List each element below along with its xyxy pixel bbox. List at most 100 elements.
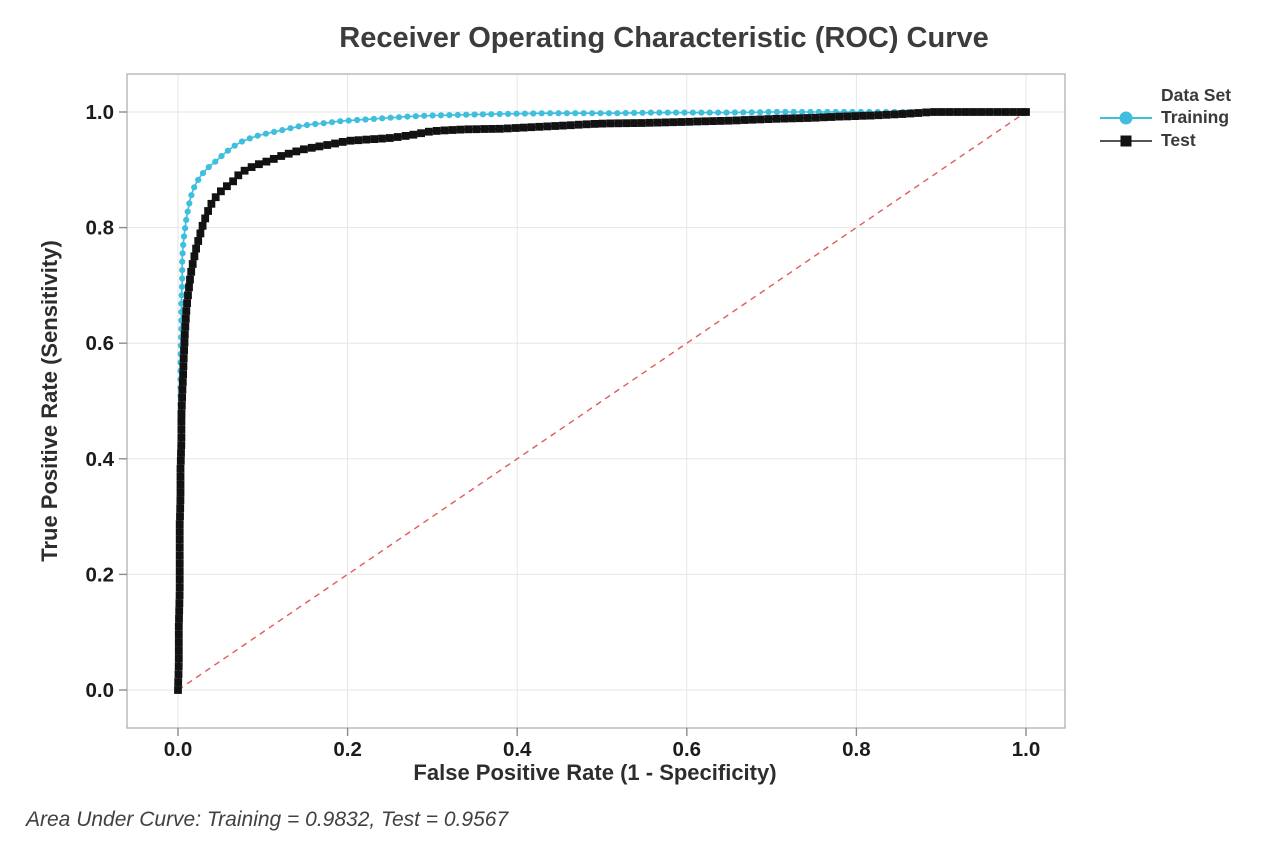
training-marker	[807, 108, 814, 116]
test-marker	[409, 130, 418, 139]
training-marker	[180, 241, 187, 248]
test-marker	[1017, 108, 1025, 116]
test-marker	[292, 147, 301, 156]
test-marker	[630, 119, 638, 127]
training-marker	[589, 110, 596, 117]
training-marker	[395, 114, 403, 121]
test-marker	[175, 551, 184, 560]
training-marker	[454, 111, 461, 118]
training-marker	[379, 115, 386, 122]
test-marker	[182, 307, 191, 315]
training-marker	[271, 128, 278, 135]
test-marker	[277, 152, 286, 160]
training-curve-markers	[174, 108, 1030, 694]
test-marker	[175, 615, 183, 623]
test-marker	[717, 117, 725, 125]
test-marker	[693, 117, 702, 126]
test-marker	[543, 122, 552, 131]
test-marker	[425, 127, 433, 136]
test-curve-markers	[174, 108, 1030, 694]
training-marker	[496, 110, 503, 118]
test-marker	[669, 118, 678, 127]
y-tick-label: 0.4	[86, 448, 115, 471]
x-tick-label: 0.6	[673, 738, 702, 761]
test-marker	[930, 108, 938, 116]
training-marker	[689, 109, 697, 116]
test-marker	[178, 393, 186, 402]
training-marker	[218, 153, 225, 160]
training-marker	[186, 200, 193, 207]
test-marker	[174, 646, 183, 655]
test-marker	[174, 678, 183, 686]
test-marker	[196, 229, 205, 238]
training-marker	[799, 108, 806, 116]
training-marker	[765, 108, 772, 116]
test-marker	[175, 536, 184, 544]
training-marker	[262, 130, 269, 137]
test-marker	[192, 244, 200, 253]
test-marker	[331, 139, 339, 148]
test-marker	[796, 114, 804, 123]
training-marker	[614, 110, 621, 117]
x-tick-label: 0.0	[164, 738, 193, 761]
x-tick-label: 0.4	[503, 738, 532, 761]
test-marker	[180, 330, 189, 339]
training-marker	[195, 176, 202, 183]
test-marker	[890, 110, 899, 119]
test-marker	[527, 123, 536, 132]
test-marker	[174, 630, 183, 639]
test-marker	[180, 346, 188, 355]
test-marker	[176, 480, 185, 489]
test-marker	[709, 117, 717, 125]
test-marker	[788, 114, 796, 123]
y-tick-label: 0.6	[86, 332, 115, 355]
test-marker	[174, 670, 183, 679]
test-marker	[255, 160, 263, 169]
test-marker	[338, 138, 347, 146]
training-marker	[412, 113, 419, 120]
test-marker	[496, 124, 504, 133]
test-marker	[284, 149, 293, 158]
training-marker	[205, 164, 212, 171]
training-marker	[656, 109, 663, 116]
y-tick-label: 0.0	[86, 679, 115, 702]
training-marker	[622, 109, 629, 117]
training-legend-circle-icon	[1119, 111, 1133, 124]
training-marker	[212, 158, 219, 165]
training-marker	[748, 109, 755, 116]
test-marker	[401, 132, 410, 140]
training-marker	[547, 110, 554, 117]
x-tick-label: 0.8	[842, 738, 871, 761]
training-marker	[740, 109, 747, 116]
training-marker	[182, 225, 189, 232]
test-marker	[803, 114, 812, 122]
test-marker	[178, 386, 187, 394]
test-marker	[188, 260, 197, 268]
test-marker	[945, 108, 954, 116]
training-marker	[715, 109, 722, 116]
auc-annotation: Area Under Curve: Training = 0.9832, Tes…	[26, 808, 509, 831]
test-marker	[582, 120, 591, 129]
test-marker	[559, 121, 567, 130]
test-marker	[175, 583, 184, 592]
training-marker	[231, 142, 238, 149]
test-swatch	[1098, 129, 1154, 152]
test-marker	[178, 378, 187, 386]
training-marker	[199, 170, 207, 177]
test-marker	[362, 135, 371, 144]
training-marker	[488, 111, 495, 118]
test-marker	[772, 114, 781, 123]
test-marker	[223, 182, 231, 191]
legend-item-training: Training	[1098, 106, 1231, 129]
test-marker	[661, 118, 670, 127]
test-marker	[175, 607, 184, 615]
training-marker	[580, 110, 587, 117]
test-marker	[780, 114, 788, 123]
test-marker	[176, 464, 185, 473]
training-marker	[429, 112, 436, 119]
test-marker	[217, 187, 225, 196]
training-marker	[184, 208, 191, 215]
test-marker	[194, 237, 203, 245]
y-tick-label: 0.8	[86, 217, 115, 240]
test-marker	[229, 177, 237, 186]
